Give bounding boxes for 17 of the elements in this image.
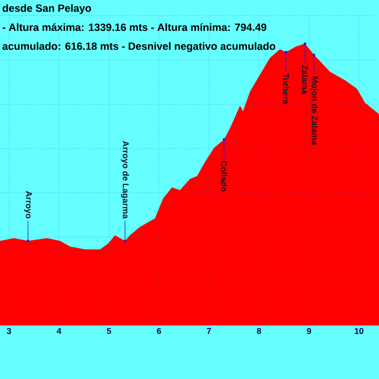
chart-title: desde San Pelayo — [2, 4, 92, 14]
annotation: acumulado: 616.18 mts - Desnivel negativo acumulado — [2, 42, 276, 52]
x-tick-label: 4 — [56, 328, 62, 334]
x-tick-label: 8 — [256, 328, 262, 334]
annotation: Mojon de Zalama — [310, 76, 318, 146]
annotation: Arroyo de Lagarma — [121, 140, 129, 219]
x-tick-label: 6 — [156, 328, 162, 334]
x-tick-label: 10 — [354, 328, 364, 334]
annotation: Zalama — [302, 65, 308, 94]
x-tick-label: 3 — [6, 328, 12, 334]
chart-subtitle: - Altura máxima: 1339.16 mts - Altura mínima: 794.49 — [2, 23, 266, 32]
x-tick-label: 5 — [106, 328, 112, 334]
x-tick-label: 7 — [207, 328, 211, 334]
annotation: Collado — [220, 160, 228, 192]
annotation: Turbera — [282, 73, 290, 104]
x-tick-label: 9 — [306, 328, 312, 334]
annotation: Arroyo — [24, 191, 32, 218]
